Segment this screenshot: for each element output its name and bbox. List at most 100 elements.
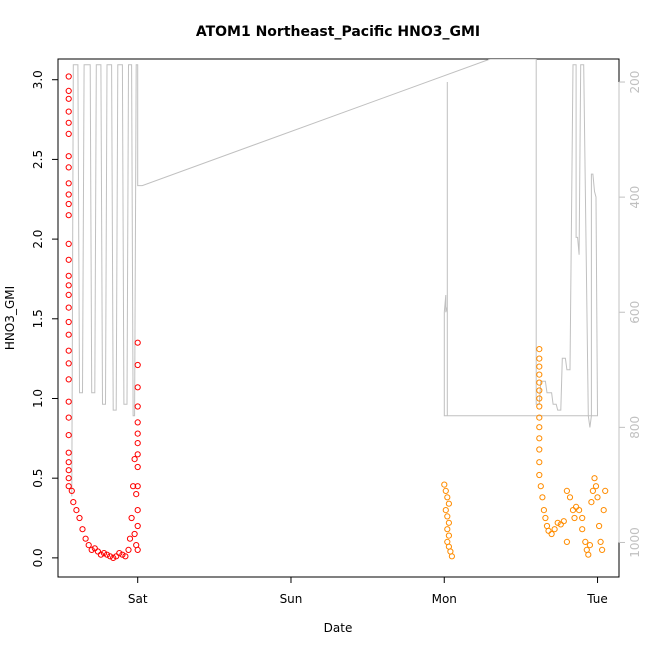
data-point-s0-21 — [65, 360, 72, 367]
y-axis: 0.0 0.5 1.0 1.5 2.0 2.5 3.0 — [31, 70, 59, 567]
data-point-s0-4 — [65, 119, 72, 126]
data-point-s1-60 — [563, 538, 571, 546]
y2-tick-label-4: 1000 — [628, 527, 642, 558]
data-point-s0-39 — [91, 545, 98, 552]
y2-tick-label-0: 200 — [628, 71, 642, 94]
y-tick-label-5: 2.5 — [31, 150, 45, 169]
data-point-s1-13 — [536, 346, 543, 353]
data-point-s0-53 — [130, 483, 137, 490]
data-point-s0-70 — [134, 339, 141, 346]
data-point-s0-17 — [65, 304, 72, 311]
data-point-s0-58 — [133, 542, 140, 549]
data-point-s0-12 — [65, 240, 72, 247]
data-point-s0-19 — [65, 331, 72, 338]
data-point-s0-38 — [88, 546, 95, 554]
data-point-s1-57 — [602, 487, 609, 494]
data-point-s1-47 — [586, 542, 594, 549]
data-point-s0-22 — [65, 376, 72, 383]
data-point-s0-47 — [116, 550, 123, 557]
data-point-s0-45 — [110, 554, 117, 562]
data-point-s1-54 — [597, 538, 604, 546]
x-axis: Sat Sun Mon Tue — [128, 576, 608, 606]
data-point-s0-61 — [134, 483, 141, 490]
data-point-s0-10 — [65, 200, 72, 208]
data-point-s1-51 — [592, 483, 600, 490]
data-point-s1-1 — [442, 487, 449, 494]
y-tick-label-2: 1.0 — [31, 389, 45, 408]
data-point-s0-36 — [82, 535, 89, 542]
y2-axis: 200 400 600 800 1000 — [618, 71, 642, 558]
data-point-s0-14 — [65, 272, 72, 279]
data-point-s0-27 — [65, 459, 72, 466]
y-axis-label: HNO3_GMI — [3, 286, 17, 350]
data-point-s0-50 — [125, 546, 132, 554]
data-point-s1-24 — [536, 446, 543, 453]
data-point-s0-24 — [65, 414, 72, 421]
data-point-s0-37 — [85, 542, 92, 549]
data-point-s0-44 — [107, 553, 114, 560]
data-point-s0-69 — [134, 361, 141, 369]
data-point-s0-51 — [126, 535, 134, 542]
data-point-s0-67 — [134, 403, 141, 410]
data-point-s1-50 — [591, 475, 598, 482]
data-point-s1-21 — [536, 414, 543, 421]
data-point-s1-4 — [442, 507, 449, 514]
data-point-s1-2 — [444, 494, 451, 501]
data-point-s1-32 — [545, 527, 552, 534]
data-point-s1-30 — [542, 514, 549, 522]
data-point-s1-34 — [551, 526, 558, 533]
data-point-s0-52 — [128, 514, 135, 522]
data-point-s1-37 — [560, 518, 567, 525]
data-point-s1-20 — [536, 403, 543, 410]
x-tick-label-2: Mon — [432, 592, 457, 606]
data-point-s0-68 — [134, 384, 141, 391]
data-point-s0-49 — [122, 553, 129, 560]
y2-tick-label-1: 400 — [628, 186, 642, 209]
data-point-s1-35 — [554, 519, 561, 526]
data-point-s0-59 — [131, 530, 138, 538]
data-point-s0-16 — [65, 291, 72, 298]
data-point-s0-11 — [65, 212, 72, 219]
y-tick-label-0: 0.0 — [31, 548, 45, 567]
data-point-s1-27 — [537, 483, 544, 490]
data-point-s0-62 — [134, 463, 141, 471]
data-point-s0-1 — [65, 87, 72, 95]
data-point-s0-18 — [65, 318, 72, 326]
data-point-s1-12 — [448, 553, 455, 560]
data-point-s1-15 — [536, 363, 543, 370]
points-layer — [65, 73, 609, 562]
data-point-s0-34 — [76, 514, 83, 522]
data-point-s1-8 — [445, 532, 452, 539]
data-point-s1-19 — [536, 395, 543, 402]
data-point-s0-13 — [65, 256, 72, 263]
data-point-s1-33 — [548, 530, 555, 538]
data-point-s1-23 — [536, 435, 543, 442]
x-tick-label-3: Tue — [586, 592, 608, 606]
data-point-s0-25 — [65, 432, 72, 439]
x-tick-label-0: Sat — [128, 592, 148, 606]
data-point-s0-60 — [134, 507, 141, 514]
y-tick-label-6: 3.0 — [31, 70, 45, 89]
data-point-s1-17 — [536, 379, 543, 386]
data-point-s1-6 — [445, 519, 452, 526]
data-point-s0-15 — [65, 282, 72, 289]
data-point-s0-6 — [65, 153, 72, 160]
data-point-s0-32 — [70, 499, 77, 506]
data-point-s0-65 — [134, 430, 141, 437]
data-point-s1-5 — [444, 513, 451, 520]
data-point-s1-49 — [589, 487, 597, 494]
x-axis-label: Date — [324, 621, 353, 635]
data-point-s0-2 — [65, 95, 72, 102]
data-point-s0-26 — [65, 449, 72, 456]
data-point-s0-5 — [65, 130, 72, 137]
data-point-s1-55 — [599, 546, 606, 554]
data-point-s0-46 — [113, 553, 120, 560]
data-point-s0-20 — [65, 347, 72, 354]
y-tick-label-3: 1.5 — [31, 309, 45, 328]
data-point-s0-9 — [65, 191, 72, 198]
data-point-s0-42 — [100, 550, 108, 557]
y-tick-label-1: 0.5 — [31, 469, 45, 488]
data-point-s0-48 — [119, 551, 126, 558]
data-point-s1-7 — [444, 526, 451, 533]
